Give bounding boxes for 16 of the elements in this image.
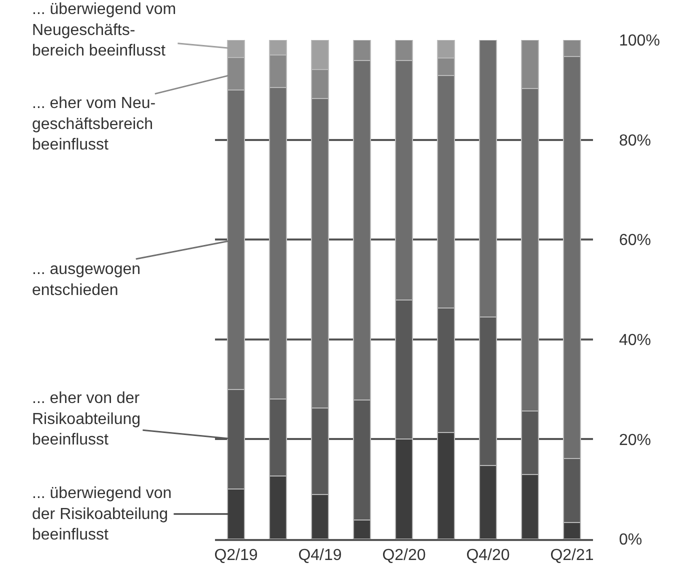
- text: ... eher vom Neu- geschäftsbereich beeinflusst: [32, 95, 156, 154]
- y-tick-label: 80%: [619, 132, 652, 150]
- y-tick-label: 60%: [619, 232, 652, 250]
- y-tick-label: 40%: [619, 332, 652, 349]
- y-tick-label: 100%: [619, 32, 660, 50]
- x-tick-label: Q2/20: [382, 547, 426, 564]
- text: ... überwiegend vom Neugeschäfts- bereich beeinflusst: [32, 1, 176, 60]
- x-tick-label: Q4/20: [466, 547, 510, 564]
- text: ... eher von der Risikoabteilung beeinflusst: [32, 390, 141, 449]
- y-tick-label: 0%: [619, 532, 642, 549]
- x-tick-label: Q2/19: [214, 547, 258, 564]
- legend-label: ... überwiegend von der Risikoabteilung beeinflusst: [32, 485, 172, 544]
- text: ... ausgewogen entschieden: [32, 261, 141, 299]
- x-tick-label: Q4/19: [298, 547, 342, 564]
- x-tick-label: Q2/21: [550, 547, 594, 564]
- y-tick-label: 20%: [619, 432, 652, 449]
